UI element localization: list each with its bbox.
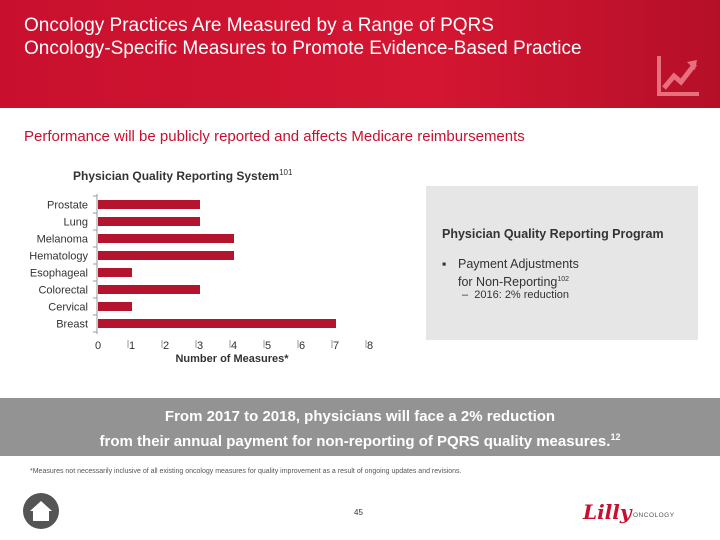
x-tick-label: 0 xyxy=(95,340,101,352)
y-tick-label: Cervical xyxy=(48,302,88,314)
info-sub-text: 2016: 2% reduction xyxy=(474,289,570,301)
y-tick-label: Esophageal xyxy=(30,268,88,280)
y-tick-label: Hematology xyxy=(29,251,88,263)
info-bullet-line-1: Payment Adjustments xyxy=(458,257,579,271)
info-sub-item: – 2016: 2% reduction xyxy=(462,289,570,301)
chart-title: Physician Quality Reporting System101 xyxy=(73,168,292,183)
x-tick-label: 6 xyxy=(299,340,305,352)
bar-hematology xyxy=(98,251,234,260)
y-tick-label: Melanoma xyxy=(37,234,89,246)
home-button[interactable] xyxy=(23,493,59,529)
bar-prostate xyxy=(98,200,200,209)
info-bullet-text: Payment Adjustments for Non-Reporting102 xyxy=(458,256,579,290)
subtitle: Performance will be publicly reported an… xyxy=(24,128,525,145)
bar-cervical xyxy=(98,302,132,311)
info-bullet-line-2: for Non-Reporting xyxy=(458,275,558,290)
x-tick-label: 7 xyxy=(333,340,339,352)
y-tick-label: Lung xyxy=(64,217,88,229)
y-tick-label: Breast xyxy=(56,319,88,331)
page-title-line-1: Oncology Practices Are Measured by a Ran… xyxy=(24,15,494,36)
chart-title-text: Physician Quality Reporting System xyxy=(73,169,280,183)
bar-lung xyxy=(98,217,200,226)
banner-line-2-text: from their annual payment for non-report… xyxy=(99,433,611,450)
x-tick-label: 8 xyxy=(367,340,373,352)
header-band: Oncology Practices Are Measured by a Ran… xyxy=(0,0,720,108)
info-bullet-ref: 102 xyxy=(557,276,570,283)
info-box xyxy=(426,186,698,340)
bar-esophageal xyxy=(98,268,132,277)
logo-word: ONCOLOGY xyxy=(633,512,675,519)
trend-chart-icon xyxy=(657,56,699,96)
banner-ref: 12 xyxy=(610,432,621,442)
info-title: Physician Quality Reporting Program xyxy=(442,227,664,241)
page-title-line-2: Oncology-Specific Measures to Promote Ev… xyxy=(24,38,582,59)
bar-melanoma xyxy=(98,234,234,243)
banner xyxy=(0,398,720,456)
bar-colorectal xyxy=(98,285,200,294)
banner-line-1: From 2017 to 2018, physicians will face … xyxy=(164,408,556,425)
y-tick-label: Prostate xyxy=(47,200,88,212)
footnote: *Measures not necessarily inclusive of a… xyxy=(30,468,462,475)
logo-script: Lilly xyxy=(583,500,632,524)
x-tick-label: 2 xyxy=(163,340,169,352)
x-tick-label: 3 xyxy=(197,340,203,352)
x-tick-label: 5 xyxy=(265,340,271,352)
x-tick-label: 1 xyxy=(129,340,135,352)
banner-line-2: from their annual payment for non-report… xyxy=(0,427,720,452)
page-title: Oncology Practices Are Measured by a Ran… xyxy=(24,14,582,60)
lilly-oncology-logo: Lilly ONCOLOGY xyxy=(583,500,679,526)
y-tick-label: Colorectal xyxy=(38,285,88,297)
x-tick-label: 4 xyxy=(231,340,237,352)
banner-text: From 2017 to 2018, physicians will face … xyxy=(0,406,720,452)
home-icon xyxy=(30,501,52,521)
x-axis-label: Number of Measures* xyxy=(175,353,289,365)
page-number: 45 xyxy=(354,508,363,517)
bullet-dot-icon: ▪ xyxy=(442,257,447,271)
bar-breast xyxy=(98,319,336,328)
measures-bar-chart: Prostate Lung Melanoma Hematology Esophageal… xyxy=(29,194,373,365)
chart-title-ref: 101 xyxy=(279,168,293,177)
